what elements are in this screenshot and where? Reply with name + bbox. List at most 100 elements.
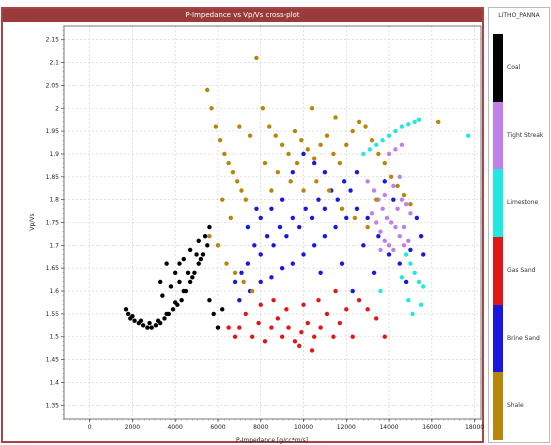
data-point [344, 215, 349, 221]
data-point [388, 220, 394, 225]
data-point [181, 256, 186, 262]
data-point [286, 325, 291, 330]
data-point [196, 238, 201, 243]
grid-layer [64, 26, 481, 419]
x-tick-label: 10000 [294, 424, 313, 431]
data-point [416, 117, 422, 122]
data-point [374, 316, 379, 321]
data-point [200, 252, 206, 257]
data-point [132, 318, 137, 323]
data-point [403, 202, 409, 207]
legend-swatch [493, 169, 503, 237]
legend-panel: LITHO_PANNA Coal Tight Streak Limestone Gas… [488, 7, 550, 443]
data-point [395, 183, 400, 189]
data-point [271, 297, 276, 303]
data-point [207, 224, 212, 230]
data-point [380, 206, 385, 211]
data-point [213, 124, 219, 129]
data-point [258, 279, 263, 285]
data-point [436, 119, 441, 125]
data-point [391, 247, 396, 253]
y-tick-label: 2.1 [49, 60, 59, 67]
y-tick-label: 1.6 [49, 288, 59, 295]
data-point [168, 284, 174, 289]
chart-title: P-Impedance vs Vp/Vs cross-plot [3, 9, 482, 22]
data-point [194, 252, 199, 257]
data-point [386, 151, 392, 157]
data-point [215, 243, 221, 248]
data-point [406, 122, 411, 127]
data-point [391, 197, 396, 202]
series-coal [123, 224, 225, 330]
data-point [331, 151, 336, 157]
data-point [262, 339, 268, 344]
data-point [284, 307, 289, 312]
data-point [416, 279, 422, 285]
data-point [391, 183, 396, 189]
data-point [365, 179, 370, 184]
data-point [386, 243, 392, 248]
data-point [301, 151, 306, 157]
data-point [303, 206, 308, 211]
data-point [309, 106, 315, 111]
data-point [399, 142, 405, 148]
data-point [254, 206, 259, 211]
data-point [292, 128, 298, 134]
legend-swatch [493, 34, 503, 102]
data-point [254, 55, 259, 61]
y-axis-label: Vp/Vs [29, 213, 36, 230]
data-point [378, 229, 383, 234]
data-point [130, 313, 135, 319]
data-point [312, 160, 317, 166]
data-point [380, 138, 385, 143]
x-tick-label: 16000 [422, 424, 441, 431]
data-point [339, 261, 345, 266]
y-tick-label: 2.15 [46, 37, 60, 44]
y-tick-label: 1.7 [49, 242, 59, 249]
data-point [170, 307, 176, 312]
data-point [382, 192, 387, 198]
data-point [365, 307, 370, 312]
x-tick-label: 6000 [210, 424, 225, 431]
x-tick-label: 12000 [337, 424, 356, 431]
x-tick-label: 8000 [253, 424, 268, 431]
data-point [290, 215, 296, 221]
data-point [314, 179, 319, 184]
data-point [288, 179, 293, 184]
data-point [123, 307, 129, 312]
data-point [177, 279, 182, 285]
data-point [316, 297, 321, 303]
data-point [421, 284, 426, 289]
y-tick-label: 1.4 [49, 379, 59, 386]
data-point [217, 138, 223, 143]
crossplot-chart[interactable]: 0 2000 4000 6000 8000 10000 12000 14000 16000 180… [0, 0, 488, 445]
data-point [406, 297, 411, 303]
data-point [181, 288, 186, 294]
legend-swatch [493, 304, 503, 373]
data-point [337, 160, 343, 166]
data-point [374, 142, 379, 148]
data-point [403, 279, 409, 285]
data-point [374, 197, 379, 202]
legend-label: Tight Streak [507, 131, 544, 139]
data-point [209, 106, 214, 111]
data-point [365, 215, 370, 221]
data-point [418, 302, 424, 307]
data-point [399, 197, 405, 202]
data-point [205, 243, 210, 248]
x-tick-label: 2000 [125, 424, 140, 431]
data-point [239, 188, 244, 193]
data-point [356, 119, 362, 125]
data-point [198, 256, 204, 262]
data-point [341, 179, 347, 184]
data-point [273, 133, 278, 138]
data-point [173, 270, 178, 275]
data-point [245, 224, 251, 230]
data-point [305, 147, 310, 152]
data-point [249, 334, 255, 339]
data-point [164, 311, 169, 317]
data-point [207, 297, 212, 303]
data-point [145, 325, 150, 330]
series-shale [205, 55, 441, 294]
data-point [418, 234, 424, 239]
